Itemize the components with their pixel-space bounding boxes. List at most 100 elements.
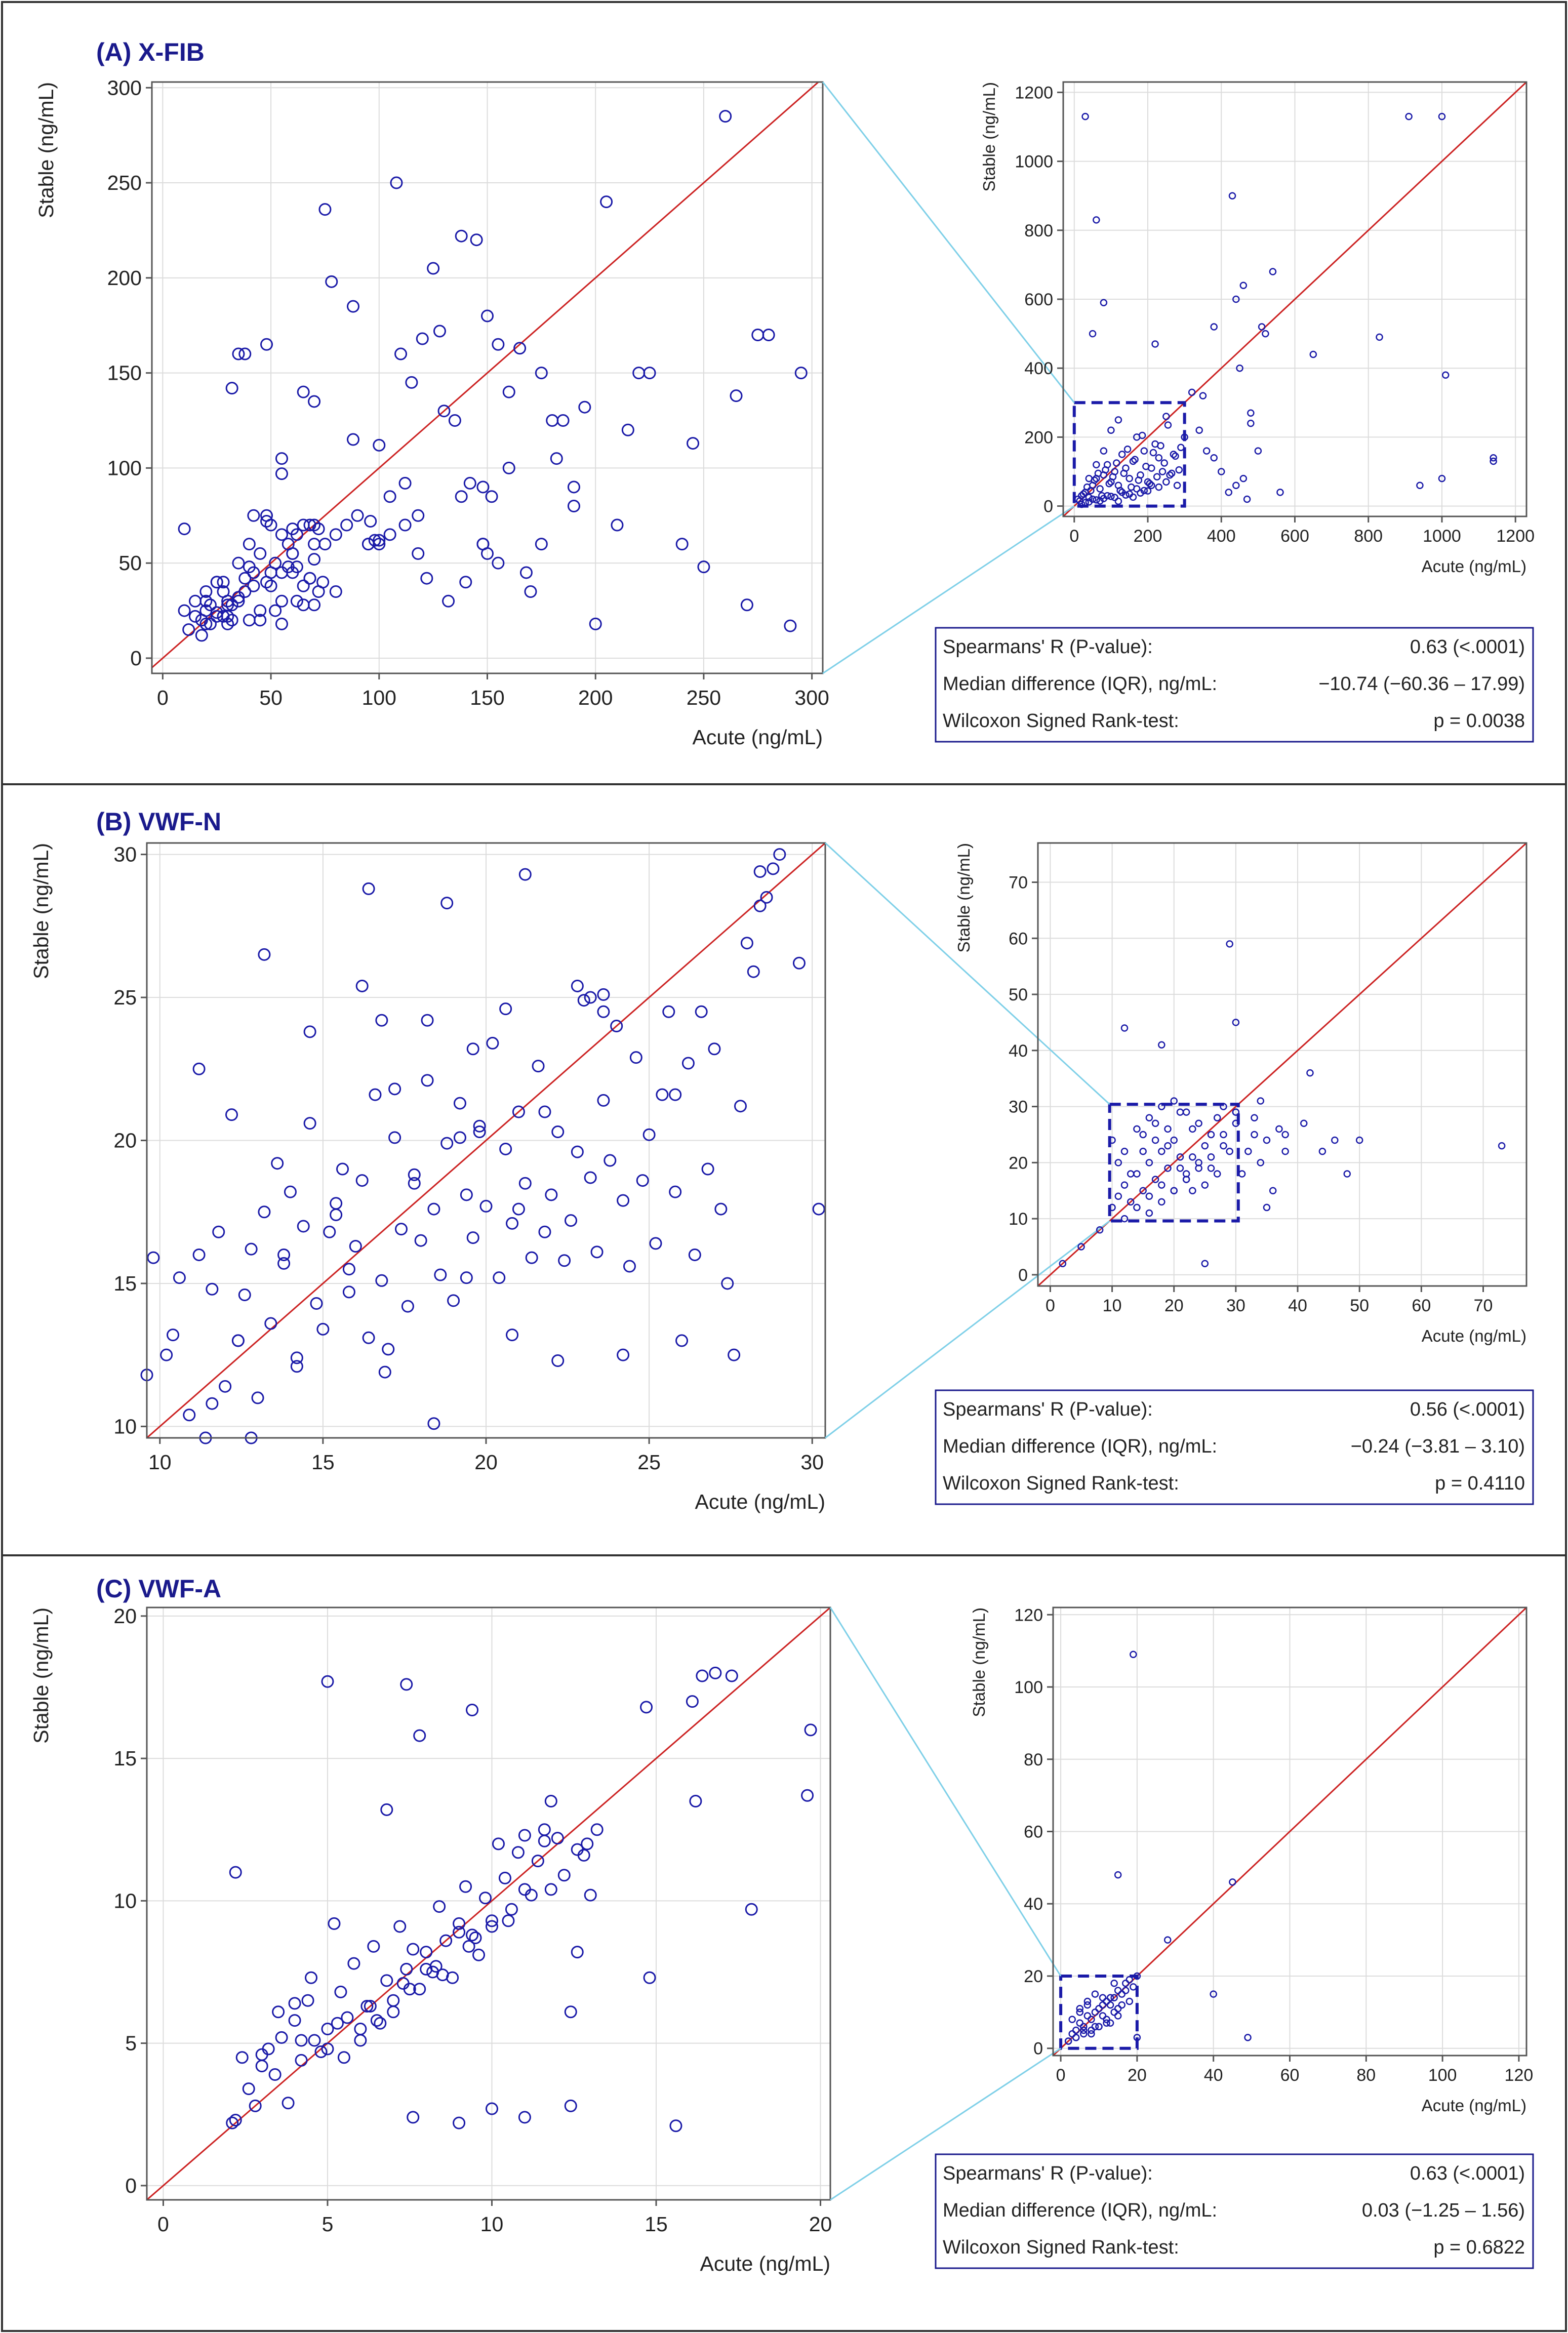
x-tick-label: 60 xyxy=(1412,1296,1431,1315)
x-tick-label: 40 xyxy=(1288,1296,1307,1315)
data-point xyxy=(518,1883,531,1896)
data-point xyxy=(564,2005,577,2019)
data-point xyxy=(1306,1069,1314,1077)
data-point xyxy=(492,556,505,570)
data-point xyxy=(1236,364,1243,372)
data-point xyxy=(1232,295,1240,303)
data-point xyxy=(297,385,310,398)
data-point xyxy=(669,1185,682,1198)
data-point xyxy=(1081,112,1089,120)
data-point xyxy=(275,566,288,579)
identity-line xyxy=(146,842,826,1439)
data-point xyxy=(617,1348,630,1361)
data-point xyxy=(408,1168,421,1181)
data-point xyxy=(1088,2016,1095,2023)
data-point xyxy=(1251,1114,1258,1121)
data-point xyxy=(188,610,202,623)
data-point xyxy=(535,538,548,551)
data-point xyxy=(362,1331,375,1344)
data-point xyxy=(1085,498,1093,506)
data-point xyxy=(1189,1187,1196,1194)
data-point xyxy=(254,547,267,560)
data-point xyxy=(269,604,282,617)
y-tick-label: 1000 xyxy=(1015,152,1053,172)
stats-box-frame xyxy=(935,2153,1534,2269)
data-point xyxy=(400,1962,413,1976)
y-tick-label: 10 xyxy=(113,1889,137,1912)
data-point xyxy=(551,1832,564,1845)
data-point xyxy=(275,594,288,608)
data-point xyxy=(687,437,700,450)
data-point xyxy=(760,891,773,904)
data-point xyxy=(1130,1651,1137,1659)
data-point xyxy=(1188,388,1196,396)
x-tick-label: 50 xyxy=(1350,1296,1369,1315)
data-point xyxy=(199,594,213,608)
data-point xyxy=(195,629,208,642)
data-point xyxy=(258,948,271,961)
data-point xyxy=(1441,371,1450,379)
data-point xyxy=(329,585,342,598)
data-point xyxy=(210,606,223,619)
data-point xyxy=(1114,497,1122,505)
data-point xyxy=(401,1300,414,1313)
data-point xyxy=(277,1248,291,1261)
data-point xyxy=(340,518,353,532)
data-point xyxy=(407,2111,420,2124)
data-point xyxy=(1189,1125,1196,1133)
data-point xyxy=(1228,192,1236,199)
data-point xyxy=(260,338,273,351)
data-point xyxy=(1243,495,1251,503)
data-point xyxy=(728,1348,741,1361)
y-axis-label: Stable (ng/mL) xyxy=(29,843,53,979)
data-point xyxy=(1158,1198,1165,1206)
x-tick-label: 0 xyxy=(157,2213,169,2236)
data-point xyxy=(242,2082,255,2096)
data-point xyxy=(1155,483,1163,491)
data-point xyxy=(1076,2004,1084,2013)
data-point xyxy=(466,1231,479,1244)
x-tick-label: 10 xyxy=(480,2213,504,2236)
data-point xyxy=(1416,481,1424,489)
data-point xyxy=(325,275,338,288)
data-point xyxy=(173,1271,186,1284)
plot-frame xyxy=(146,1606,831,2201)
data-point xyxy=(1110,2008,1118,2016)
data-point xyxy=(290,1351,303,1364)
data-point xyxy=(753,865,767,878)
data-point xyxy=(429,1960,443,1973)
data-point xyxy=(486,1036,499,1050)
data-point xyxy=(499,1002,512,1016)
data-point xyxy=(1263,1203,1271,1212)
x-tick-label: 30 xyxy=(800,1451,824,1474)
stats-box-b: Spearmans' R (P-value): 0.56 (<.0001) Me… xyxy=(935,1389,1534,1505)
data-point xyxy=(492,1837,505,1851)
data-point xyxy=(1490,457,1497,465)
data-point xyxy=(178,604,191,617)
data-point xyxy=(689,1795,702,1807)
data-point xyxy=(740,937,753,950)
data-point xyxy=(349,1240,362,1253)
data-point xyxy=(1207,1164,1215,1172)
data-point xyxy=(1120,1024,1129,1032)
data-point xyxy=(1108,1136,1116,1144)
data-point xyxy=(695,1005,708,1018)
data-point xyxy=(485,1914,498,1927)
data-point xyxy=(1257,1159,1264,1166)
data-point xyxy=(1232,481,1240,489)
data-point xyxy=(597,1005,610,1018)
data-point xyxy=(1257,1097,1264,1105)
data-point xyxy=(368,534,381,547)
data-point xyxy=(629,1051,642,1064)
data-point xyxy=(1498,1142,1506,1150)
data-point xyxy=(297,1220,310,1233)
data-point xyxy=(290,594,303,608)
y-tick-label: 200 xyxy=(1024,428,1053,447)
data-point xyxy=(1138,431,1146,439)
data-point xyxy=(260,515,273,528)
x-tick-label: 50 xyxy=(259,686,283,709)
y-tick-label: 50 xyxy=(1009,985,1028,1004)
data-point xyxy=(584,1888,597,1902)
data-point xyxy=(251,1391,264,1404)
data-point xyxy=(600,195,613,209)
